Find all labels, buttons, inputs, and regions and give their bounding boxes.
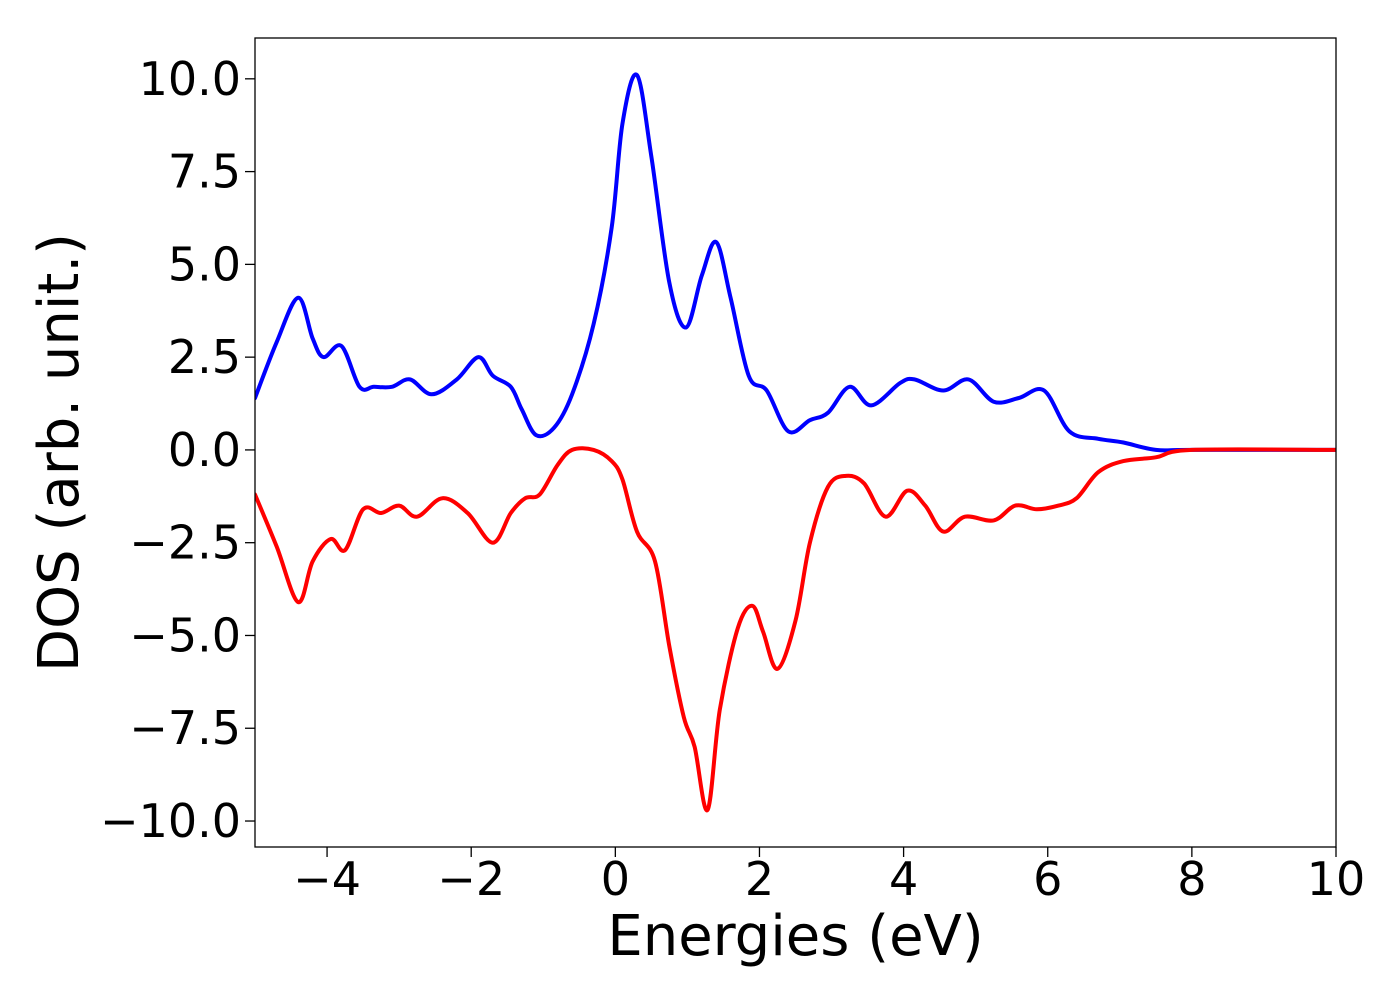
y-tick-label: 7.5 (168, 145, 241, 199)
x-tick-label: 6 (1033, 852, 1062, 906)
x-tick-label: 8 (1177, 852, 1206, 906)
x-axis-label: Energies (eV) (607, 904, 983, 969)
y-tick-label: 5.0 (168, 237, 241, 291)
series-line-spin-up (255, 72, 1336, 453)
x-tick-label: 4 (889, 852, 918, 906)
series-line-spin-down (255, 446, 1336, 812)
y-tick-label: −10.0 (100, 794, 241, 848)
y-tick-label: −5.0 (129, 608, 241, 662)
y-tick-label: −2.5 (129, 516, 241, 570)
x-tick-label: −2 (437, 852, 505, 906)
plot-area-frame (254, 37, 1337, 848)
x-tick-label: −4 (293, 852, 361, 906)
y-tick-label: 10.0 (139, 52, 241, 106)
x-axis: −4 −2 0 2 4 6 8 10 (293, 847, 1365, 906)
series-layer (255, 72, 1336, 812)
x-tick-label: 0 (601, 852, 630, 906)
y-tick-label: 2.5 (168, 330, 241, 384)
y-axis: 10.0 7.5 5.0 2.5 0.0 −2.5 −5.0 −7.5 −10.0 (100, 52, 255, 848)
x-tick-label: 10 (1307, 852, 1366, 906)
y-axis-label: DOS (arb. unit.) (27, 233, 92, 672)
y-tick-label: −7.5 (129, 701, 241, 755)
x-tick-label: 2 (745, 852, 774, 906)
y-tick-label: 0.0 (168, 423, 241, 477)
